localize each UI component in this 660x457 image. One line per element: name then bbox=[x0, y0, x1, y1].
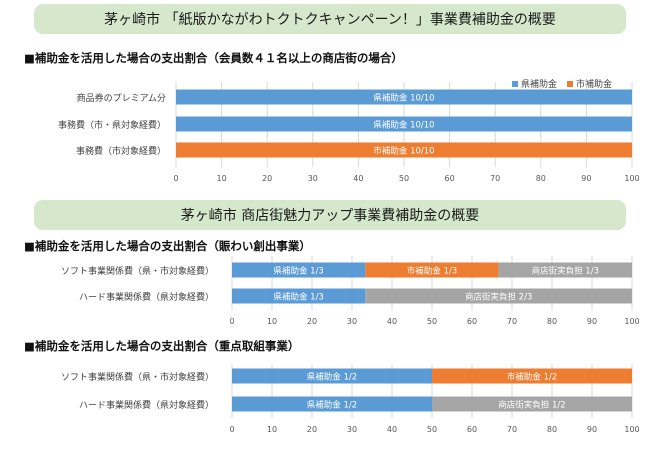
x-tick-label: 0 bbox=[229, 317, 234, 326]
bar-segment bbox=[232, 396, 432, 412]
x-tick-label: 30 bbox=[347, 425, 357, 434]
bar-data-label: 県補助金 1/2 bbox=[307, 400, 357, 411]
bar-data-label: 県補助金 1/3 bbox=[273, 292, 323, 303]
chart-campaign: 0 10 20 30 40 50 60 70 80 90 100 商品券のプレミアム分事務費（市・県対… bbox=[58, 82, 640, 183]
section-heading-juten: ■補助金を活用した場合の支出割合（重点取組事業） bbox=[24, 339, 300, 353]
legend-item-city: 市補助金 bbox=[567, 77, 612, 90]
x-tick-label: 90 bbox=[587, 425, 597, 434]
x-tick-label: 20 bbox=[262, 174, 272, 183]
bar-segment bbox=[176, 116, 632, 132]
bar-segment bbox=[498, 262, 632, 278]
section-heading-nigiwai: ■補助金を活用した場合の支出割合（賑わい創出事業） bbox=[24, 239, 311, 253]
category-label: ハード事業関係費（県対象経費） bbox=[79, 399, 214, 411]
bar-data-label: 市補助金 1/3 bbox=[407, 266, 457, 277]
bar-data-label: 県補助金 10/10 bbox=[373, 93, 434, 104]
banner-title-campaign-text: 茅ヶ崎市 「紙版かながわトクトクキャンペーン！」事業費補助金の概要 bbox=[104, 12, 556, 28]
bar-segment bbox=[232, 368, 432, 384]
x-tick-label: 50 bbox=[399, 174, 409, 183]
legend-label-city: 市補助金 bbox=[576, 80, 613, 90]
bar-segment bbox=[365, 262, 499, 278]
bar-segment bbox=[432, 396, 632, 412]
x-tick-label: 60 bbox=[445, 174, 455, 183]
category-label: 事務費（市・県対象経費） bbox=[58, 119, 166, 131]
x-tick-label: 80 bbox=[547, 425, 557, 434]
x-tick-label: 40 bbox=[387, 317, 397, 326]
chart-nigiwai: 0 10 20 30 40 50 60 70 80 90 100 ソフト事業関係費（県・市対象経費） ハ… bbox=[61, 256, 640, 326]
x-tick-label: 70 bbox=[490, 174, 500, 183]
category-label: ソフト事業関係費（県・市対象経費） bbox=[61, 265, 214, 277]
bar-data-label: 商店街実負担 2/3 bbox=[465, 292, 532, 303]
x-tick-label: 70 bbox=[507, 317, 517, 326]
chart-legend: 県補助金 市補助金 bbox=[512, 77, 612, 90]
x-tick-label: 90 bbox=[587, 317, 597, 326]
x-tick-label: 20 bbox=[307, 425, 317, 434]
bar-data-label: 県補助金 10/10 bbox=[373, 120, 434, 131]
legend-item-pref: 県補助金 bbox=[512, 77, 557, 90]
banner-title-shopping-street-text: 茅ヶ崎市 商店街魅力アップ事業費補助金の概要 bbox=[180, 208, 480, 224]
section-heading-campaign: ■補助金を活用した場合の支出割合（会員数４１名以上の商店街の場合） bbox=[24, 51, 403, 65]
bar-data-label: 商店街実負担 1/3 bbox=[532, 266, 599, 277]
bar-data-label: 市補助金 10/10 bbox=[373, 146, 434, 157]
x-tick-label: 50 bbox=[427, 425, 437, 434]
banner-title-shopping-street: 茅ヶ崎市 商店街魅力アップ事業費補助金の概要 bbox=[34, 200, 626, 230]
x-tick-label: 100 bbox=[624, 425, 639, 434]
x-tick-label: 90 bbox=[581, 174, 591, 183]
x-tick-label: 100 bbox=[624, 317, 639, 326]
x-tick-label: 30 bbox=[308, 174, 318, 183]
bar-segment bbox=[232, 288, 366, 304]
bar-data-label: 商店街実負担 1/2 bbox=[498, 400, 565, 411]
x-tick-label: 30 bbox=[347, 317, 357, 326]
bar-segment bbox=[365, 288, 632, 304]
category-label: ソフト事業関係費（県・市対象経費） bbox=[61, 371, 214, 383]
x-tick-label: 0 bbox=[173, 174, 178, 183]
bar-segment bbox=[176, 89, 632, 105]
chart-juten: 0 10 20 30 40 50 60 70 80 90 100 ソフト事業関係費（県・市対象経費） ハ… bbox=[61, 364, 640, 434]
bar-data-label: 市補助金 1/2 bbox=[507, 372, 557, 383]
x-tick-label: 60 bbox=[467, 425, 477, 434]
bar-segment bbox=[176, 142, 632, 158]
category-label: ハード事業関係費（県対象経費） bbox=[79, 291, 214, 303]
bar-data-label: 県補助金 1/2 bbox=[307, 372, 357, 383]
x-tick-label: 40 bbox=[387, 425, 397, 434]
banner-title-campaign: 茅ヶ崎市 「紙版かながわトクトクキャンペーン！」事業費補助金の概要 bbox=[34, 4, 626, 34]
category-label: 商品券のプレミアム分 bbox=[77, 92, 166, 104]
bar-segment bbox=[432, 368, 632, 384]
legend-label-pref: 県補助金 bbox=[521, 80, 558, 90]
x-tick-label: 50 bbox=[427, 317, 437, 326]
x-tick-label: 10 bbox=[267, 425, 277, 434]
legend-swatch-pref bbox=[512, 80, 518, 87]
x-tick-label: 40 bbox=[353, 174, 363, 183]
x-tick-label: 60 bbox=[467, 317, 477, 326]
legend-swatch-city bbox=[567, 80, 574, 87]
x-tick-label: 10 bbox=[267, 317, 277, 326]
bar-data-label: 県補助金 1/3 bbox=[273, 266, 323, 277]
x-tick-label: 20 bbox=[307, 317, 317, 326]
x-tick-label: 70 bbox=[507, 425, 517, 434]
x-tick-label: 80 bbox=[547, 317, 557, 326]
x-tick-label: 0 bbox=[229, 425, 234, 434]
x-tick-label: 10 bbox=[217, 174, 227, 183]
x-tick-label: 80 bbox=[536, 174, 546, 183]
category-label: 事務費（市対象経費） bbox=[76, 145, 166, 157]
bar-segment bbox=[232, 262, 366, 278]
x-tick-label: 100 bbox=[624, 174, 639, 183]
